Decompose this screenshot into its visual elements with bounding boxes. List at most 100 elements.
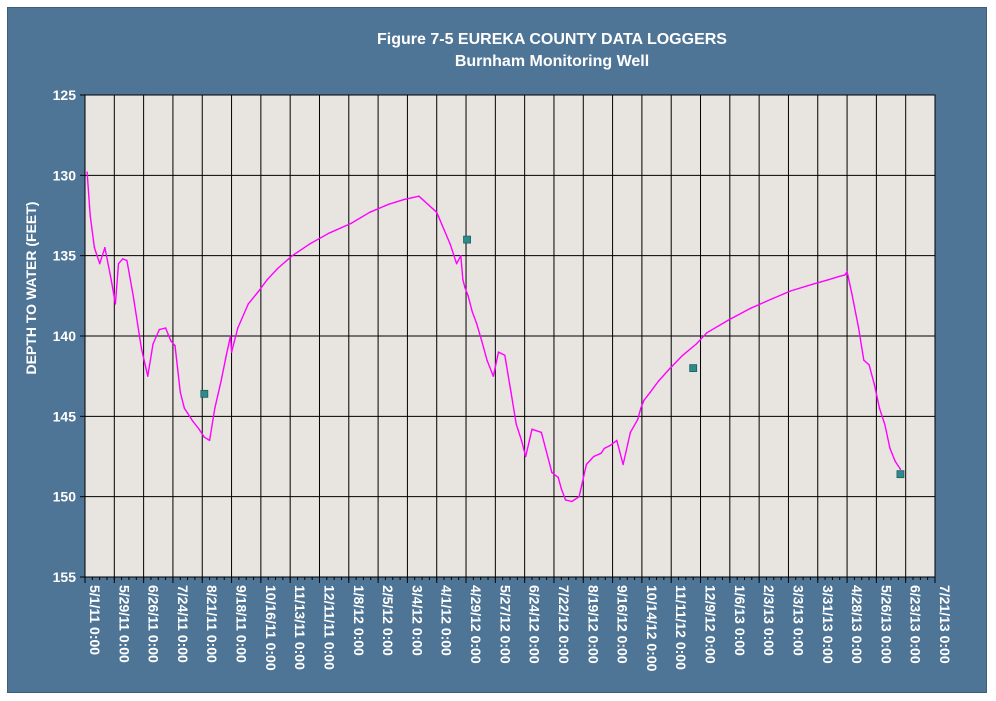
chart-subtitle: Burnham Monitoring Well — [455, 53, 649, 70]
data-point — [728, 319, 730, 321]
data-point — [510, 391, 512, 393]
data-point — [350, 222, 352, 225]
data-point — [225, 354, 228, 356]
data-point — [899, 468, 902, 471]
x-tick-label: 12/11/11 0:00 — [321, 585, 337, 670]
x-tick-label: 1/6/13 0:00 — [732, 585, 748, 656]
series-layer — [86, 171, 905, 503]
data-point — [695, 343, 698, 345]
data-point — [86, 171, 88, 173]
x-tick-label: 3/4/12 0:00 — [409, 585, 425, 656]
data-point — [585, 463, 588, 466]
data-point — [147, 375, 149, 377]
x-tick-label: 6/23/13 0:00 — [908, 585, 924, 664]
data-point — [603, 447, 605, 450]
data-point — [186, 412, 189, 414]
data-point — [258, 290, 260, 292]
data-point — [462, 279, 464, 281]
data-point — [369, 211, 371, 213]
data-point — [564, 499, 567, 501]
data-point — [418, 195, 420, 197]
x-tick-label: 5/27/12 0:00 — [497, 585, 513, 664]
data-point — [247, 303, 250, 305]
data-point — [110, 279, 112, 281]
data-point — [640, 407, 642, 409]
data-point — [230, 351, 233, 353]
data-point — [827, 279, 829, 281]
data-point — [114, 303, 117, 305]
x-tick-label: 11/13/11 0:00 — [292, 585, 308, 670]
data-point — [884, 423, 886, 426]
data-point — [649, 391, 651, 393]
data-point — [540, 431, 543, 434]
y-axis-title: DEPTH TO WATER (FEET) — [23, 202, 39, 375]
data-point — [152, 343, 154, 345]
y-tick-label: 150 — [53, 489, 77, 505]
y-tick-label: 145 — [53, 408, 77, 424]
chart-frame: Figure 7-5 EUREKA COUNTY DATA LOGGERS Bu… — [7, 7, 987, 693]
data-point — [520, 439, 523, 442]
x-tick-label: 1/8/12 0:00 — [351, 585, 367, 656]
data-point — [682, 354, 684, 356]
x-tick-label: 11/11/12 0:00 — [673, 585, 689, 670]
data-point — [475, 322, 478, 324]
data-point — [560, 487, 562, 490]
measurement-marker — [896, 470, 905, 479]
data-point — [121, 258, 124, 260]
measurement-marker — [689, 364, 698, 373]
data-point — [403, 198, 405, 201]
data-point — [578, 495, 580, 498]
data-point — [770, 298, 773, 300]
data-point — [436, 211, 438, 213]
data-point — [557, 476, 559, 479]
data-point — [837, 275, 840, 278]
data-point — [616, 439, 618, 442]
data-point — [132, 295, 134, 297]
data-point — [179, 391, 181, 393]
x-tick-label: 6/26/11 0:00 — [146, 585, 162, 663]
data-point — [894, 460, 896, 463]
x-tick-label: 4/28/13 0:00 — [849, 585, 865, 664]
grid-lines — [84, 94, 936, 578]
data-point — [669, 367, 671, 369]
x-tick-label: 3/3/13 0:00 — [790, 585, 806, 656]
data-point — [117, 263, 120, 265]
data-point — [515, 423, 517, 426]
data-point — [237, 327, 239, 329]
data-point — [464, 287, 466, 289]
data-point — [643, 399, 645, 401]
data-point — [455, 263, 458, 265]
data-point — [308, 243, 310, 246]
x-tick-label: 2/5/12 0:00 — [380, 585, 396, 656]
data-point — [203, 436, 206, 438]
data-point — [531, 428, 533, 430]
data-point — [609, 444, 612, 446]
data-point — [471, 311, 474, 313]
data-point — [571, 500, 573, 503]
x-tick-label: 12/9/12 0:00 — [703, 585, 719, 664]
x-tick-label: 8/21/11 0:00 — [204, 585, 220, 663]
data-point — [192, 420, 194, 422]
chart: Figure 7-5 EUREKA COUNTY DATA LOGGERS Bu… — [23, 31, 953, 672]
data-point — [492, 375, 494, 377]
data-point — [486, 359, 488, 361]
x-tick-label: 4/29/12 0:00 — [468, 585, 484, 664]
data-point — [89, 214, 91, 217]
data-point — [467, 295, 469, 297]
data-point — [214, 407, 216, 409]
y-tick-label: 125 — [53, 87, 77, 103]
x-tick-label: 8/19/12 0:00 — [585, 585, 601, 664]
data-point — [657, 380, 660, 382]
data-point — [220, 380, 222, 382]
x-tick-label: 3/31/13 0:00 — [820, 585, 836, 664]
data-point — [868, 364, 870, 366]
x-tick-label: 5/26/13 0:00 — [878, 585, 894, 664]
data-point — [170, 340, 172, 342]
x-tick-label: 6/24/12 0:00 — [527, 585, 543, 664]
data-point — [810, 283, 813, 286]
x-tick-label: 7/21/13 0:00 — [937, 585, 953, 664]
data-point — [276, 267, 279, 270]
data-point — [600, 452, 602, 454]
x-tick-label: 2/3/13 0:00 — [761, 585, 777, 656]
data-point — [198, 428, 200, 430]
